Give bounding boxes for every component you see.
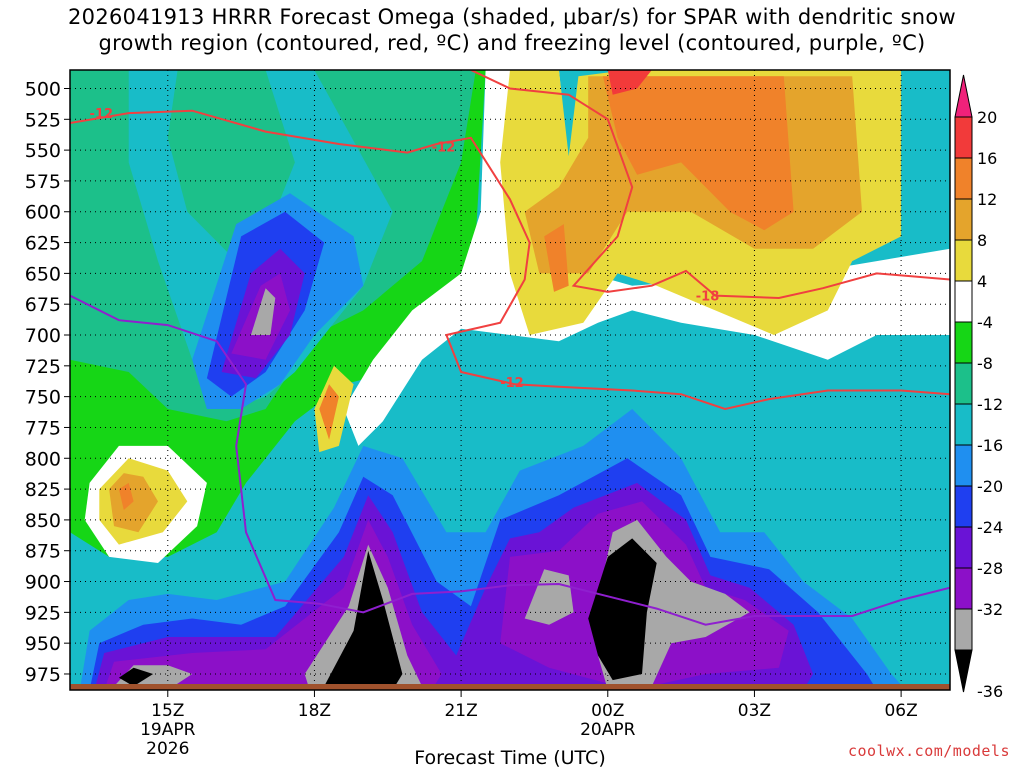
colorbar-bin--12 — [954, 403, 973, 446]
x-tick-sublabel-00Z-0: 20APR — [580, 720, 636, 740]
y-tick-label-525: 525 — [25, 109, 61, 131]
y-tick-label-700: 700 — [25, 325, 61, 347]
omega-region-upper-right-red — [607, 70, 652, 95]
colorbar-label--8: -8 — [977, 354, 993, 373]
dendritic-contour-label-0: -12 — [90, 107, 114, 122]
dendritic-contour-3 — [470, 70, 950, 300]
colorbar-label--24: -24 — [977, 518, 1003, 537]
y-tick-label-775: 775 — [25, 417, 61, 439]
omega-region-low-black-00z — [588, 538, 657, 681]
omega-region-low-gray-22z — [524, 569, 574, 625]
colorbar-bin--8 — [954, 362, 973, 405]
colorbar-bin--24 — [954, 526, 973, 569]
colorbar-label-4: 4 — [977, 272, 987, 291]
y-tick-label-900: 900 — [25, 572, 61, 594]
colorbar-bin-4 — [954, 239, 973, 282]
omega-region-low-black-left — [118, 667, 154, 687]
omega-region-upper-white-gap — [343, 70, 950, 446]
colorbar-label--16: -16 — [977, 436, 1003, 455]
colorbar-bin-0 — [954, 280, 973, 323]
colorbar-label-16: 16 — [977, 149, 997, 168]
x-tick-sublabel-15Z-0: 19APR — [140, 720, 196, 740]
y-tick-label-725: 725 — [25, 356, 61, 378]
grid-lines — [70, 70, 950, 690]
dendritic-contour-label-2: -12 — [500, 376, 524, 391]
freezing-level-contour — [70, 294, 950, 626]
colorbar-bin--32 — [954, 608, 973, 651]
title-line-1: 2026041913 HRRR Forecast Omega (shaded, … — [68, 5, 956, 29]
colorbar-label--12: -12 — [977, 395, 1003, 414]
y-tick-label-675: 675 — [25, 294, 61, 316]
y-tick-label-800: 800 — [25, 448, 61, 470]
colorbar-bin-8 — [954, 198, 973, 241]
omega-region-mid-750-orange — [319, 384, 339, 440]
omega-region-core-700-gray — [250, 288, 276, 335]
omega-region-upper-right-orange — [602, 76, 794, 231]
title-line-2: growth region (contoured, red, ºC) and f… — [98, 31, 926, 55]
omega-region-low-black-19z — [324, 550, 403, 690]
x-tick-label-21Z: 21Z — [444, 701, 477, 721]
colorbar-bin--4 — [954, 321, 973, 364]
colorbar-bin-12 — [954, 157, 973, 200]
x-tick-label-03Z: 03Z — [738, 701, 771, 721]
source-credit[interactable]: coolwx.com/models — [847, 742, 1010, 760]
ground-level-strip — [70, 684, 950, 690]
dendritic-contour-label-3: -18 — [696, 290, 720, 305]
pressure-axis: 500 525 550 575 600 625 650 675 700 725 750 775 800 8… — [25, 78, 70, 686]
y-tick-label-975: 975 — [25, 664, 61, 686]
x-tick-label-00Z: 00Z — [591, 701, 624, 721]
x-axis-label: Forecast Time (UTC) — [414, 747, 605, 768]
y-tick-label-825: 825 — [25, 479, 61, 501]
dendritic-contour-0 — [70, 109, 950, 411]
y-tick-label-500: 500 — [25, 78, 61, 100]
y-tick-label-625: 625 — [25, 233, 61, 255]
chart-title: 2026041913 HRRR Forecast Omega (shaded, … — [0, 4, 1024, 56]
colorbar-bin--16 — [954, 444, 973, 487]
colorbar-label--32: -32 — [977, 600, 1003, 619]
colorbar-label-12: 12 — [977, 190, 997, 209]
y-tick-label-600: 600 — [25, 202, 61, 224]
y-tick-label-925: 925 — [25, 602, 61, 624]
colorbar-label--20: -20 — [977, 477, 1003, 496]
colorbar-label-8: 8 — [977, 231, 987, 250]
x-tick-label-06Z: 06Z — [884, 701, 917, 721]
y-tick-label-750: 750 — [25, 387, 61, 409]
y-tick-label-850: 850 — [25, 510, 61, 532]
plot-frame — [69, 69, 951, 691]
colorbar-cap-top — [954, 74, 973, 118]
colorbar-label--36: -36 — [977, 682, 1003, 701]
colorbar-bin-16 — [954, 116, 973, 159]
colorbar-label--4: -4 — [977, 313, 993, 332]
y-tick-label-875: 875 — [25, 541, 61, 563]
colorbar-label-20: 20 — [977, 108, 997, 127]
y-tick-label-950: 950 — [25, 633, 61, 655]
x-tick-sublabel-15Z-1: 2026 — [146, 739, 189, 759]
temperature-contours: -12 -12 -12 -18 — [70, 70, 950, 626]
omega-region-mid-orange-blob — [544, 224, 569, 292]
omega-region-left-825-orange — [118, 482, 134, 510]
omega-shading — [70, 70, 950, 690]
x-tick-label-18Z: 18Z — [298, 701, 331, 721]
colorbar-bin--28 — [954, 567, 973, 610]
y-tick-label-575: 575 — [25, 171, 61, 193]
colorbar-cap-bottom — [954, 649, 973, 693]
colorbar-label--28: -28 — [977, 559, 1003, 578]
dendritic-contour-label-1: -12 — [432, 140, 456, 155]
y-tick-label-650: 650 — [25, 263, 61, 285]
colorbar-bin--20 — [954, 485, 973, 528]
omega-colorbar: 20 16 12 8 4 -4 -8 -12 -16 -20 -24 -28 -32 -36 — [954, 74, 1003, 701]
y-tick-label-550: 550 — [25, 140, 61, 162]
x-tick-label-15Z: 15Z — [151, 701, 184, 721]
